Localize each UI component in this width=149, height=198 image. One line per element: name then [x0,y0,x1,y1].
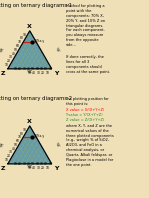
Text: %Z: %Z [27,70,33,74]
Text: 60: 60 [16,44,20,48]
Text: 40: 40 [11,147,15,151]
Text: 40: 40 [11,52,15,56]
Text: Y: Y [54,70,58,75]
Text: 90: 90 [49,162,53,166]
Text: 40: 40 [27,162,31,166]
Text: where X, Y, and Z are the
numerical values of the
three plotted components
(e.g.: where X, Y, and Z are the numerical valu… [66,124,113,167]
Text: 50: 50 [28,166,32,170]
Text: 90: 90 [22,33,26,37]
Text: 50: 50 [14,143,17,147]
Text: 50: 50 [31,162,35,166]
Text: 80: 80 [20,131,24,135]
Text: X value = X/(X+Y+Z): X value = X/(X+Y+Z) [66,108,104,112]
Text: %Y: %Y [54,47,60,53]
Text: 30: 30 [9,150,13,154]
Text: 90: 90 [49,67,53,71]
Text: Plotting on ternary diagrams 2: Plotting on ternary diagrams 2 [0,96,72,101]
Text: 40: 40 [32,166,36,170]
Text: 20: 20 [41,166,45,170]
Text: 80: 80 [20,36,24,40]
Polygon shape [8,31,52,69]
Text: 50: 50 [28,71,32,75]
Text: If done correctly, the
lines for all 3
components should
cross at the same point: If done correctly, the lines for all 3 c… [66,55,110,74]
Text: Method for plotting a
point with the
components: 70% X,
20% Y, and 10% Z on
tria: Method for plotting a point with the com… [66,4,105,47]
Text: %X: %X [0,46,5,53]
Text: 30: 30 [37,166,40,170]
Text: 70: 70 [18,40,22,44]
Text: 10: 10 [5,158,9,162]
Text: 20: 20 [41,71,45,75]
Text: %X: %X [0,141,5,148]
Text: 70: 70 [40,67,44,71]
Text: 30: 30 [9,55,13,59]
Text: 30: 30 [22,67,26,71]
Text: 40: 40 [32,71,36,75]
Text: 80: 80 [44,162,48,166]
Text: 80: 80 [44,67,48,71]
Text: 40: 40 [27,67,31,71]
Text: Y value = Y/(X+Y+Z): Y value = Y/(X+Y+Z) [66,113,103,117]
Text: 20: 20 [7,154,11,158]
Text: 60: 60 [35,67,39,71]
Text: X: X [27,24,32,29]
Text: 30%x,y: 30%x,y [34,39,45,43]
Text: 10: 10 [14,162,17,166]
Text: 60: 60 [35,162,39,166]
Text: 30%x,y: 30%x,y [34,134,45,138]
Text: 90: 90 [22,128,26,132]
Text: 60: 60 [16,139,20,143]
Text: 30: 30 [37,71,40,75]
Text: 10: 10 [5,63,9,67]
Text: X: X [27,119,32,124]
Text: 50: 50 [31,67,35,71]
Text: Y: Y [54,166,58,170]
Text: Z: Z [1,70,6,75]
Text: %Y: %Y [54,142,60,148]
Text: Plotting on ternary diagrams 1: Plotting on ternary diagrams 1 [0,3,72,8]
Text: 10: 10 [45,71,49,75]
Text: 10: 10 [14,67,17,71]
Text: 70: 70 [18,135,22,139]
Text: 50: 50 [14,48,17,52]
Text: 20: 20 [18,162,22,166]
Text: 20: 20 [7,59,11,63]
Text: The plotting position for
this point is:: The plotting position for this point is: [66,97,109,106]
Text: 10: 10 [45,166,49,170]
Polygon shape [8,126,52,164]
Text: Z value = Z/(X+Y+Z): Z value = Z/(X+Y+Z) [66,118,104,122]
Text: %Z: %Z [27,165,33,169]
Text: 30: 30 [22,162,26,166]
Text: 70: 70 [40,162,44,166]
Text: Z: Z [1,166,6,170]
Text: 20: 20 [18,67,22,71]
